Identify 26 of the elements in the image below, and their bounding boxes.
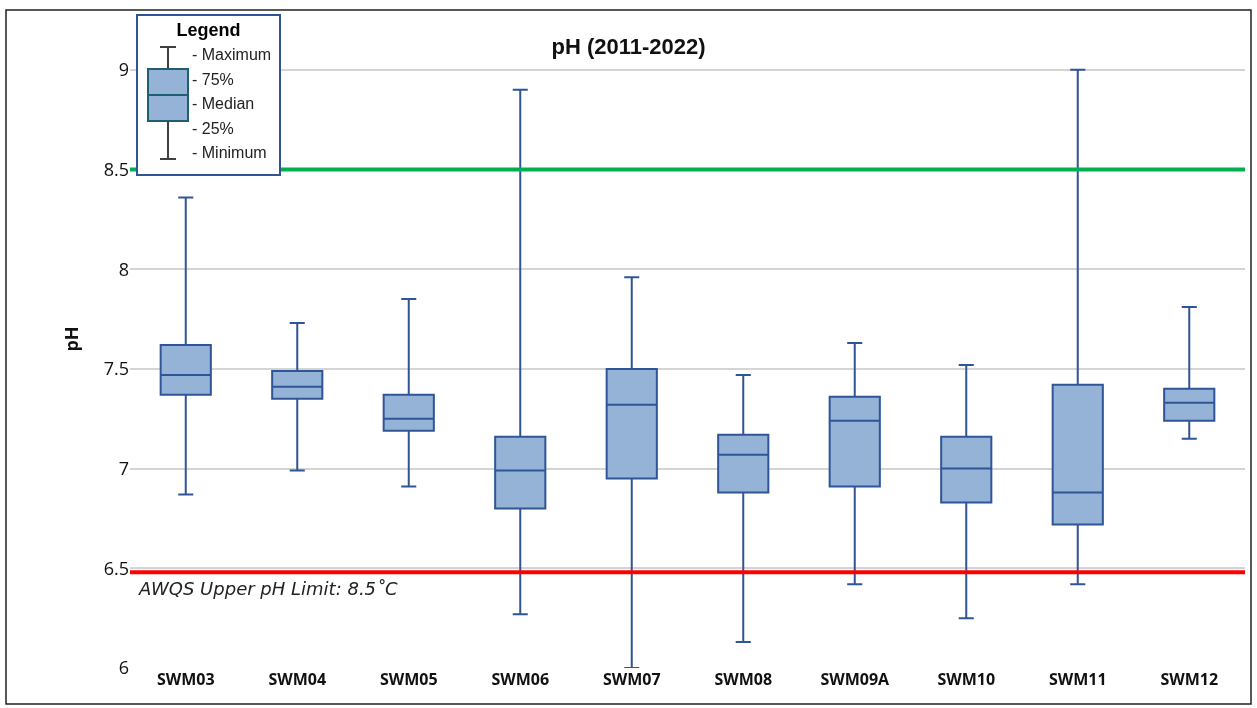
y-tick-label: 7 bbox=[118, 455, 129, 480]
x-tick-label: SWM11 bbox=[1048, 668, 1107, 690]
y-tick-label: 6.5 bbox=[103, 555, 129, 580]
text: pH (2011-2022) bbox=[551, 33, 706, 59]
x-tick-label: SWM06 bbox=[491, 668, 550, 690]
y-tick-label: 8.5 bbox=[103, 156, 129, 181]
x-tick-label: SWM04 bbox=[268, 668, 327, 690]
x-tick-label: SWM12 bbox=[1160, 668, 1219, 690]
x-tick-label: SWM05 bbox=[379, 668, 438, 690]
annotation: AWQS Upper pH Limit: 8.5˚C bbox=[138, 578, 399, 599]
x-tick-label: SWM10 bbox=[937, 668, 996, 690]
x-tick-label: SWM08 bbox=[714, 668, 773, 690]
x-tick-label: SWM03 bbox=[156, 668, 215, 690]
annotation: - Median bbox=[192, 94, 256, 114]
y-axis-title: pH bbox=[58, 326, 83, 352]
annotation: - 75% bbox=[192, 69, 235, 90]
annotation: - Maximum bbox=[192, 45, 272, 65]
y-tick-label: 8 bbox=[118, 256, 129, 281]
y-tick-label: 9 bbox=[118, 57, 129, 82]
x-tick-label: SWM09A bbox=[820, 668, 891, 690]
x-tick-label: SWM07 bbox=[602, 668, 661, 690]
legend-title: Legend bbox=[175, 20, 242, 41]
annotation: - Minimum bbox=[192, 143, 268, 163]
y-tick-label: 6 bbox=[118, 655, 129, 680]
annotation: - 25% bbox=[192, 118, 235, 139]
y-tick-label: 7.5 bbox=[103, 356, 129, 381]
